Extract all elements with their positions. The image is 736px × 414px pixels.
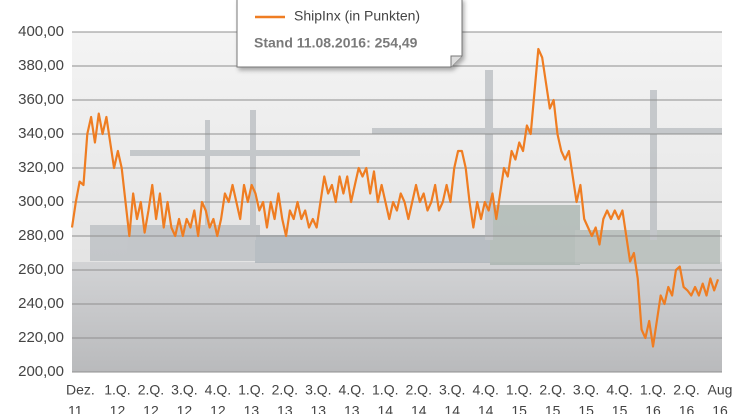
x-tick-year: 13 (244, 403, 260, 414)
x-tick-year: 14 (411, 403, 427, 414)
plot (70, 47, 720, 348)
y-tick-label: 240,00 (18, 295, 64, 312)
x-tick-label: 2.Q. (673, 382, 699, 398)
x-tick-label: 4.Q. (205, 382, 231, 398)
x-tick-label: 1.Q. (640, 382, 666, 398)
x-tick-label: 4.Q. (606, 382, 632, 398)
x-tick-year: 13 (344, 403, 360, 414)
series-line (70, 47, 720, 348)
x-tick-label: 4.Q. (339, 382, 365, 398)
x-tick-label: Aug (708, 382, 733, 398)
y-tick-label: 260,00 (18, 261, 64, 278)
x-tick-year: 11 (68, 403, 83, 414)
x-tick-year: 15 (511, 403, 527, 414)
y-tick-label: 220,00 (18, 329, 64, 346)
x-tick-label: 1.Q. (372, 382, 398, 398)
legend-fold (450, 55, 462, 67)
y-tick-label: 360,00 (18, 91, 64, 108)
x-tick-label: 2.Q. (272, 382, 298, 398)
x-tick-label: 1.Q. (238, 382, 264, 398)
legend-title: ShipInx (in Punkten) (294, 8, 420, 24)
x-tick-year: 15 (545, 403, 561, 414)
x-tick-year: 12 (210, 403, 226, 414)
x-tick-label: 3.Q. (305, 382, 331, 398)
x-tick-label: Dez. (66, 382, 95, 398)
x-tick-year: 16 (712, 403, 728, 414)
x-tick-label: 1.Q. (104, 382, 130, 398)
x-tick-label: 4.Q. (472, 382, 498, 398)
x-tick-year: 15 (578, 403, 594, 414)
x-tick-label: 2.Q. (539, 382, 565, 398)
y-tick-label: 200,00 (18, 363, 64, 380)
x-tick-year: 16 (645, 403, 661, 414)
x-tick-label: 1.Q. (506, 382, 532, 398)
x-tick-year: 12 (143, 403, 159, 414)
x-tick-year: 13 (311, 403, 327, 414)
x-tick-year: 15 (612, 403, 628, 414)
y-tick-label: 340,00 (18, 125, 64, 142)
x-tick-year: 14 (478, 403, 494, 414)
x-tick-year: 16 (679, 403, 695, 414)
x-tick-label: 3.Q. (171, 382, 197, 398)
x-tick-year: 12 (110, 403, 126, 414)
x-tick-year: 12 (177, 403, 193, 414)
x-tick-year: 13 (277, 403, 293, 414)
x-tick-year: 14 (377, 403, 393, 414)
y-tick-label: 300,00 (18, 193, 64, 210)
x-tick-label: 2.Q. (138, 382, 164, 398)
legend-note: Stand 11.08.2016: 254,49 (254, 35, 418, 51)
y-tick-label: 280,00 (18, 227, 64, 244)
x-tick-label: 2.Q. (406, 382, 432, 398)
x-tick-label: 3.Q. (439, 382, 465, 398)
y-tick-label: 320,00 (18, 159, 64, 176)
y-tick-label: 400,00 (18, 23, 64, 40)
legend (236, 0, 463, 68)
x-tick-label: 3.Q. (573, 382, 599, 398)
x-tick-year: 14 (444, 403, 460, 414)
y-tick-label: 380,00 (18, 57, 64, 74)
